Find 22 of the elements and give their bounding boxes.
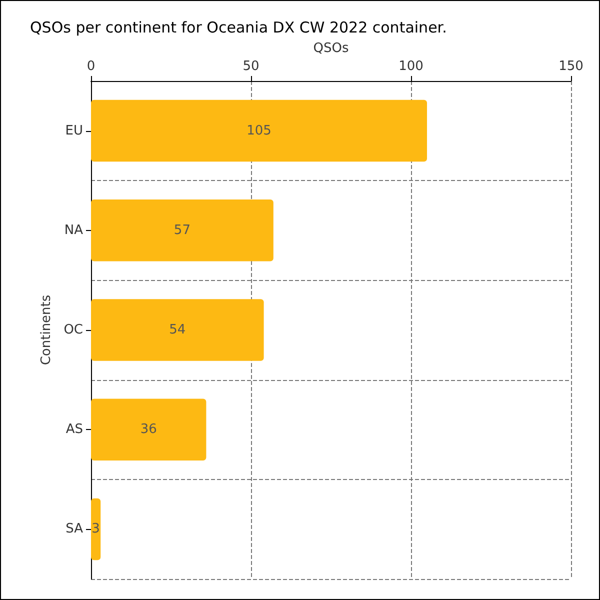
x-tick-label: 100 — [398, 59, 424, 74]
data-label: 105 — [246, 123, 272, 138]
y-tick-label: OC — [64, 322, 83, 338]
data-label: 36 — [140, 422, 157, 438]
bar — [91, 498, 101, 560]
chart-title: QSOs per continent for Oceania DX CW 2022 container. — [30, 18, 447, 36]
bar — [91, 200, 274, 262]
y-tick-label: EU — [65, 123, 83, 138]
y-axis-title: Continents — [38, 294, 54, 366]
x-axis-title: QSOs — [313, 41, 349, 56]
y-tick-label: AS — [66, 422, 83, 438]
x-tick-label: 50 — [242, 59, 260, 74]
data-label: 54 — [169, 322, 186, 338]
data-label: 3 — [92, 522, 100, 537]
y-tick-label: SA — [66, 522, 84, 537]
y-tick-label: NA — [64, 222, 84, 238]
bar — [91, 100, 427, 162]
data-label: 57 — [174, 222, 190, 238]
bar — [91, 398, 206, 460]
bar — [91, 299, 264, 361]
x-tick-label: 0 — [86, 59, 96, 74]
x-tick-label: 150 — [558, 59, 584, 74]
